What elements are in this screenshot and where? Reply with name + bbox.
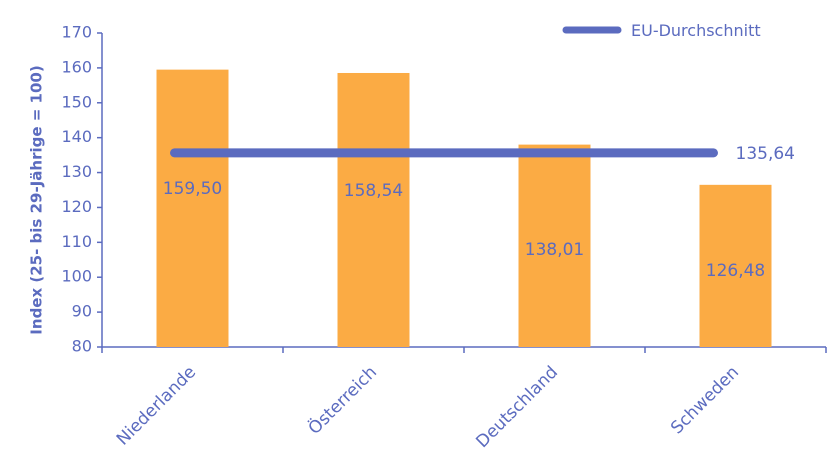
y-tick-label: 100 xyxy=(61,267,92,286)
y-tick-label: 120 xyxy=(61,197,92,216)
bars xyxy=(156,69,772,347)
category-label: Österreich xyxy=(303,361,381,439)
y-tick-label: 110 xyxy=(61,232,92,251)
reference-line-group: 135,64 xyxy=(170,144,795,164)
category-label: Schweden xyxy=(667,362,743,438)
category-label: Niederlande xyxy=(113,362,200,449)
bar xyxy=(699,184,772,347)
y-tick-label: 80 xyxy=(72,337,92,356)
data-label: 126,48 xyxy=(706,261,765,281)
bar xyxy=(518,144,591,347)
bar xyxy=(337,72,410,347)
y-axis-title-group: Index (25- bis 29-Jährige = 100) xyxy=(28,65,46,334)
bar xyxy=(156,69,229,347)
y-tick-label: 160 xyxy=(61,57,92,76)
y-tick-label: 140 xyxy=(61,127,92,146)
data-labels: 159,50 158,54 138,01 126,48 xyxy=(163,179,765,281)
y-tick-label: 150 xyxy=(61,92,92,111)
data-label: 158,54 xyxy=(344,181,403,201)
reference-line-label: 135,64 xyxy=(736,144,795,164)
y-tick-label: 90 xyxy=(72,302,92,321)
data-label: 159,50 xyxy=(163,179,222,199)
y-axis-label: Index (25- bis 29-Jährige = 100) xyxy=(28,65,46,334)
legend: EU-Durchschnitt xyxy=(562,21,761,40)
data-label: 138,01 xyxy=(525,240,584,260)
category-label: Deutschland xyxy=(472,362,562,452)
category-labels: Niederlande Österreich Deutschland Schweden xyxy=(113,361,743,452)
legend-label: EU-Durchschnitt xyxy=(631,21,761,40)
y-tick-label: 130 xyxy=(61,162,92,181)
y-tick-label: 170 xyxy=(61,23,92,42)
